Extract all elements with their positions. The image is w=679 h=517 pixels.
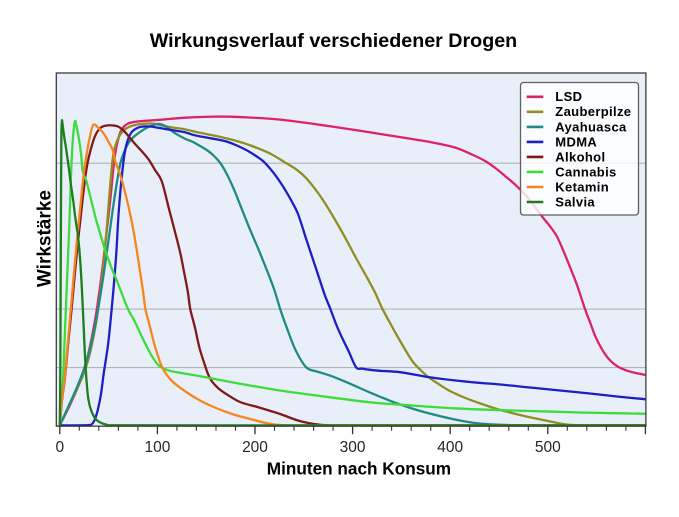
svg-text:LSD: LSD — [555, 89, 582, 104]
svg-text:Salvia: Salvia — [555, 194, 595, 209]
svg-text:Ayahuasca: Ayahuasca — [555, 119, 627, 134]
svg-text:MDMA: MDMA — [555, 134, 597, 149]
svg-text:Wirkungsverlauf verschiedener: Wirkungsverlauf verschiedener Drogen — [150, 30, 517, 52]
svg-text:Minuten nach Konsum: Minuten nach Konsum — [267, 459, 451, 479]
svg-text:400: 400 — [437, 439, 463, 456]
svg-text:Cannabis: Cannabis — [555, 164, 616, 179]
svg-text:0: 0 — [55, 439, 64, 456]
svg-text:500: 500 — [535, 439, 561, 456]
svg-text:Alkohol: Alkohol — [555, 149, 605, 164]
svg-text:200: 200 — [242, 439, 268, 456]
svg-text:300: 300 — [340, 439, 366, 456]
svg-text:Zauberpilze: Zauberpilze — [555, 104, 631, 119]
svg-text:Ketamin: Ketamin — [555, 179, 609, 194]
svg-text:100: 100 — [144, 439, 170, 456]
svg-text:Wirkstärke: Wirkstärke — [35, 190, 56, 287]
